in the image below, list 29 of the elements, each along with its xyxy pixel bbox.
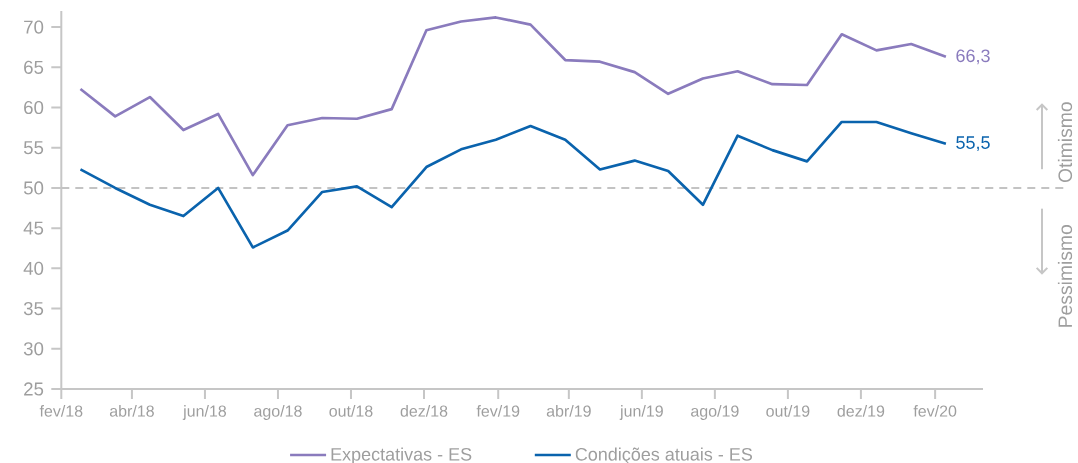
line-series	[79, 16, 948, 177]
x-tick-label: jun/19	[619, 405, 663, 420]
x-tick-label: ago/18	[254, 405, 302, 420]
x-tick-label: dez/19	[837, 405, 885, 417]
x-tick-label: out/19	[766, 405, 810, 417]
y-tick-label: 45	[23, 221, 44, 235]
y-tick-label: 65	[24, 60, 44, 74]
data-label: 55,5	[956, 136, 990, 152]
x-tick-label: jun/18	[182, 405, 227, 420]
x-tick-label: fev/19	[476, 405, 520, 417]
text: Pessimismo	[1057, 225, 1073, 327]
y-tick-label: 70	[24, 20, 44, 34]
x-tick-label: fev/18	[39, 405, 83, 417]
text: Otimismo	[1057, 102, 1073, 183]
y-tick-label: 25	[24, 382, 44, 396]
x-tick-label: out/18	[329, 405, 373, 417]
x-tick-label: fev/20	[913, 405, 957, 417]
y-tick-label: 40	[23, 261, 44, 275]
y-tick-label: 55	[23, 141, 44, 155]
x-tick-label: abr/18	[109, 405, 154, 417]
line-series	[79, 120, 948, 249]
y-tick-label: 50	[23, 181, 44, 195]
x-tick-label: ago/19	[691, 405, 739, 420]
data-label: 66,3	[956, 49, 990, 65]
x-tick-label: abr/19	[546, 405, 591, 417]
y-tick-label: 60	[24, 100, 44, 115]
y-tick-label: 30	[23, 342, 44, 356]
y-tick-label: 35	[23, 301, 44, 316]
x-tick-label: dez/18	[400, 405, 448, 417]
